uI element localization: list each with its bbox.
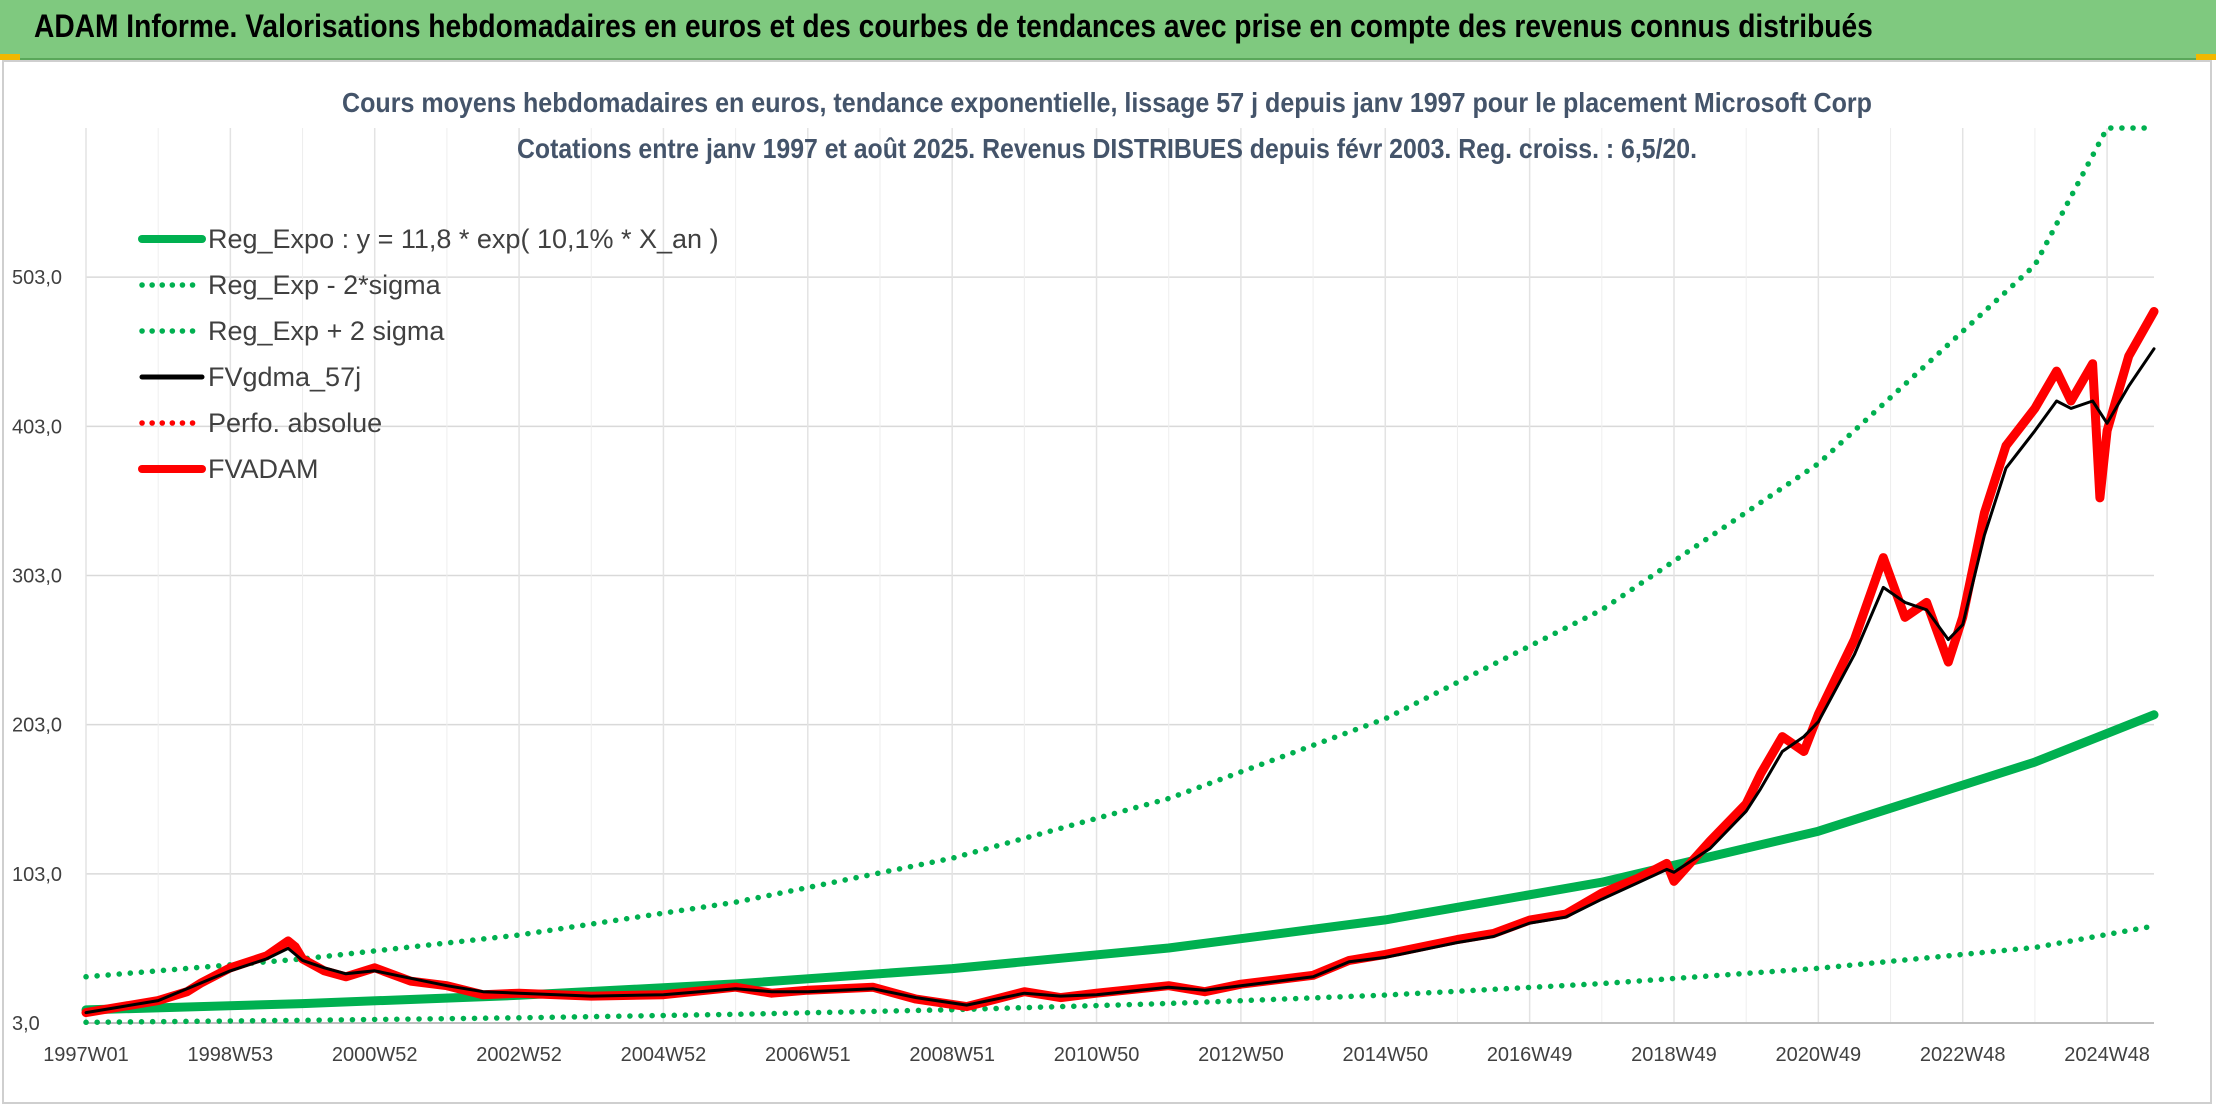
legend-label-4: Perfo. absolue: [208, 408, 382, 438]
legend-label-5: FVADAM: [208, 454, 319, 484]
series-line-2: [83, 125, 2157, 980]
x-tick-label: 2016W49: [1487, 1044, 1573, 1066]
report-title: ADAM Informe. Valorisations hebdomadaire…: [34, 8, 1873, 44]
legend-label-3: FVgdma_57j: [208, 362, 361, 392]
y-tick-label: 103,0: [12, 864, 62, 886]
chart-series: [81, 125, 2159, 1026]
chart-subtitle: Cotations entre janv 1997 et août 2025. …: [517, 133, 1697, 164]
x-tick-label: 2020W49: [1776, 1044, 1862, 1066]
x-tick-label: 2004W52: [621, 1044, 707, 1066]
x-tick-label: 2000W52: [332, 1044, 418, 1066]
y-tick-label: 403,0: [12, 416, 62, 438]
y-tick-label: 3,0: [12, 1013, 40, 1035]
corner-accent-left: [0, 54, 20, 60]
series-line-3: [84, 347, 2156, 1015]
legend-label-1: Reg_Exp - 2*sigma: [208, 270, 442, 300]
x-tick-label: 2010W50: [1054, 1044, 1140, 1066]
x-tick-label: 2012W50: [1198, 1044, 1284, 1066]
y-axis-ticks: 3,0 103,0 203,0 303,0 403,0 503,0: [12, 267, 62, 1035]
x-tick-label: 2008W51: [909, 1044, 995, 1066]
line-chart: Cours moyens hebdomadaires en euros, ten…: [12, 87, 2159, 1066]
y-tick-label: 303,0: [12, 566, 62, 588]
legend-label-2: Reg_Exp + 2 sigma: [208, 316, 445, 346]
x-axis-ticks: 1997W01 1998W53 2000W52 2002W52 2004W52 2006W…: [43, 1044, 2150, 1066]
chart-title: Cours moyens hebdomadaires en euros, ten…: [342, 87, 1872, 118]
corner-accent-right: [2196, 54, 2216, 60]
legend-label-0: Reg_Expo : y = 11,8 * exp( 10,1% * X_an …: [208, 224, 719, 254]
chart-legend: Reg_Expo : y = 11,8 * exp( 10,1% * X_an …: [138, 224, 719, 484]
x-tick-label: 2022W48: [1920, 1044, 2006, 1066]
y-tick-label: 503,0: [12, 267, 62, 289]
series-line-5: [81, 307, 2159, 1018]
series-line-0: [81, 710, 2159, 1015]
x-tick-label: 2014W50: [1342, 1044, 1428, 1066]
chart-grid: [85, 128, 2154, 1024]
chart-frame: Cours moyens hebdomadaires en euros, ten…: [2, 60, 2212, 1104]
x-tick-label: 1997W01: [43, 1044, 129, 1066]
x-tick-label: 2006W51: [765, 1044, 851, 1066]
x-tick-label: 1998W53: [188, 1044, 274, 1066]
report-header: ADAM Informe. Valorisations hebdomadaire…: [0, 0, 2216, 60]
y-tick-label: 203,0: [12, 715, 62, 737]
x-tick-label: 2002W52: [476, 1044, 562, 1066]
x-tick-label: 2024W48: [2064, 1044, 2150, 1066]
x-tick-label: 2018W49: [1631, 1044, 1717, 1066]
